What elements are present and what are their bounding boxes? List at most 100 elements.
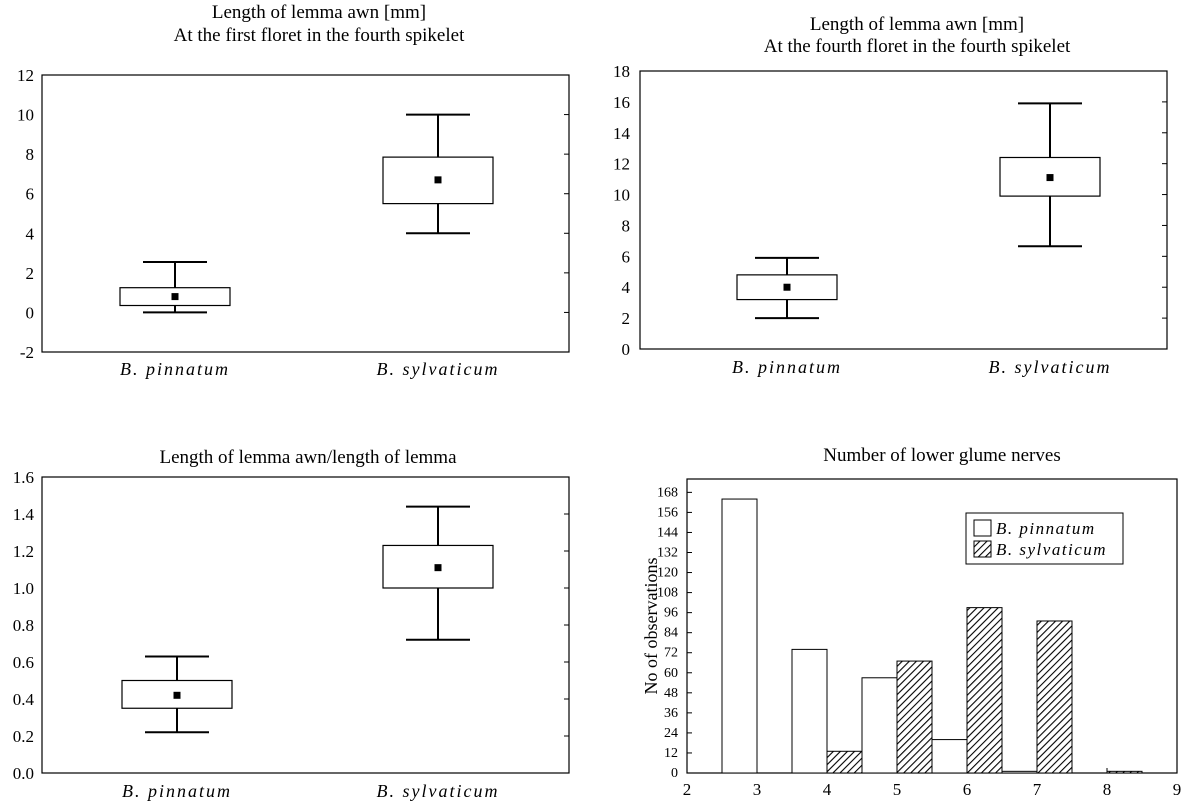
- legend-label-b-sylvaticum: B. sylvaticum: [996, 540, 1107, 559]
- y-tick-label: 1.4: [13, 505, 35, 524]
- legend-frame: [965, 512, 1124, 565]
- chart-title: Length of lemma awn/length of lemma: [159, 447, 457, 468]
- y-tick-label: 0.4: [13, 690, 35, 709]
- y-tick-label: 12: [664, 746, 678, 761]
- histogram-bars: [721, 498, 1143, 774]
- box-b-pinnatum: [736, 256, 838, 320]
- legend-swatch-b-sylvaticum: [973, 540, 992, 558]
- legend-label-b-pinnatum: B. pinnatum: [996, 519, 1096, 538]
- bar-b-pinnatum: [931, 739, 968, 774]
- bar-b-pinnatum: [791, 648, 828, 774]
- mean-marker: [173, 691, 181, 699]
- y-axis-ticks: 0 12 24 36 48 60 72 84 96 108 120 132 144 156 168: [657, 485, 692, 781]
- y-tick-label: 0.0: [13, 764, 34, 783]
- category-label-b-pinnatum: B. pinnatum: [732, 357, 842, 377]
- x-tick-label: 2: [683, 780, 692, 799]
- x-tick-label: 5: [893, 780, 902, 799]
- y-tick-label: 0: [622, 340, 631, 359]
- box-b-sylvaticum: [382, 505, 494, 641]
- panel-awn-first-floret: Length of lemma awn [mm] At the first fl…: [17, 2, 570, 379]
- y-tick-label: 108: [657, 586, 678, 601]
- y-tick-label: 1.6: [13, 468, 34, 487]
- box-b-sylvaticum: [382, 113, 494, 235]
- y-tick-label: 2: [26, 264, 35, 283]
- x-tick-label: 4: [823, 780, 832, 799]
- y-tick-label: 12: [17, 66, 34, 85]
- y-tick-label: 156: [657, 505, 678, 520]
- mean-marker: [434, 176, 442, 184]
- category-label-b-sylvaticum: B. sylvaticum: [989, 357, 1112, 377]
- box-b-pinnatum: [119, 260, 231, 314]
- mean-marker: [1046, 174, 1054, 182]
- y-axis-ticks: 0 2 4 6 8 10 12 14 16 18: [613, 62, 1167, 359]
- bar-b-sylvaticum: [1036, 620, 1073, 774]
- y-tick-label: 120: [657, 566, 678, 581]
- y-tick-label: 0.6: [13, 653, 34, 672]
- legend: B. pinnatum B. sylvaticum: [965, 512, 1124, 565]
- y-tick-label: 10: [613, 186, 630, 205]
- y-axis-ticks: 0.0 0.2 0.4 0.6 0.8 1.0 1.2 1.4 1.6: [13, 468, 569, 783]
- bar-b-pinnatum: [721, 498, 758, 774]
- panel-awn-fourth-floret: Length of lemma awn [mm] At the fourth f…: [613, 14, 1168, 377]
- y-tick-label: 4: [26, 224, 35, 243]
- y-tick-label: 72: [664, 646, 678, 661]
- y-tick-label: 0: [671, 766, 678, 781]
- y-tick-label: 84: [664, 626, 678, 641]
- box-b-sylvaticum: [999, 102, 1101, 248]
- bar-b-pinnatum: [861, 677, 898, 774]
- chart-title-line-1: Length of lemma awn [mm]: [212, 2, 426, 23]
- x-tick-label: 9: [1173, 780, 1181, 799]
- bar-b-sylvaticum: [826, 750, 863, 774]
- y-tick-label: 168: [657, 485, 678, 500]
- category-label-b-pinnatum: B. pinnatum: [122, 781, 232, 801]
- panel-lower-glume-nerves: Number of lower glume nerves No of obser…: [641, 445, 1181, 799]
- category-label-b-sylvaticum: B. sylvaticum: [377, 781, 500, 801]
- plot-frame: [41, 476, 570, 774]
- y-tick-label: 24: [664, 726, 678, 741]
- mean-marker: [783, 283, 791, 291]
- y-tick-label: 12: [613, 155, 630, 174]
- bar-b-sylvaticum: [966, 607, 1003, 774]
- y-tick-label: 4: [622, 278, 631, 297]
- chart-title-line-2: At the first floret in the fourth spikel…: [174, 25, 465, 46]
- y-tick-label: 0: [26, 303, 35, 322]
- plot-frame: [639, 70, 1168, 350]
- y-tick-label: 0.2: [13, 727, 34, 746]
- box-b-pinnatum: [121, 655, 233, 734]
- y-tick-label: 48: [664, 686, 678, 701]
- y-tick-label: 2: [622, 309, 631, 328]
- box-plots: [119, 113, 494, 314]
- bar-b-sylvaticum: [1106, 770, 1143, 774]
- y-tick-label: 10: [17, 106, 34, 125]
- y-tick-label: 144: [657, 525, 678, 540]
- chart-title: Number of lower glume nerves: [823, 445, 1060, 466]
- category-label-b-sylvaticum: B. sylvaticum: [377, 359, 500, 379]
- y-axis-label: No of observations: [641, 558, 661, 695]
- y-tick-label: 132: [657, 546, 678, 561]
- plot-frame: [41, 74, 570, 353]
- category-label-b-pinnatum: B. pinnatum: [120, 359, 230, 379]
- y-tick-label: 18: [613, 62, 630, 81]
- chart-title-line-2: At the fourth floret in the fourth spike…: [764, 36, 1071, 57]
- y-tick-label: -2: [20, 343, 34, 362]
- y-tick-label: 8: [622, 216, 631, 235]
- box-plots: [121, 505, 494, 734]
- x-axis-ticks: 2 3 4 5 6 7 8 9: [683, 768, 1181, 799]
- y-tick-label: 0.8: [13, 616, 34, 635]
- legend-swatch-b-pinnatum: [973, 519, 992, 537]
- y-tick-label: 6: [622, 247, 631, 266]
- y-tick-label: 14: [613, 124, 631, 143]
- y-tick-label: 1.0: [13, 579, 34, 598]
- mean-marker: [171, 293, 179, 301]
- x-tick-label: 7: [1033, 780, 1042, 799]
- bar-b-pinnatum: [1001, 770, 1038, 774]
- mean-marker: [434, 564, 442, 572]
- y-tick-label: 16: [613, 93, 630, 112]
- y-tick-label: 6: [26, 185, 35, 204]
- bar-b-sylvaticum: [896, 660, 933, 774]
- x-tick-label: 6: [963, 780, 972, 799]
- panel-awn-lemma-ratio: Length of lemma awn/length of lemma 0.0 0…: [13, 447, 570, 801]
- y-tick-label: 36: [664, 706, 678, 721]
- box-plots: [736, 102, 1101, 320]
